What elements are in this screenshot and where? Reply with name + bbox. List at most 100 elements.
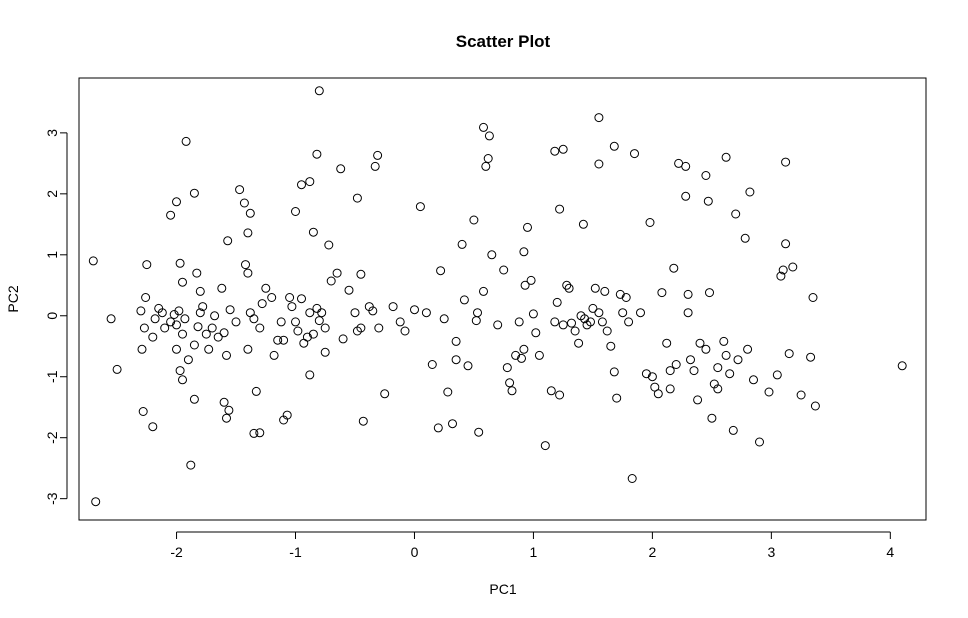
y-axis: -3 -2 -1 0 1 2 3 xyxy=(44,129,68,505)
data-point xyxy=(192,268,202,278)
data-point xyxy=(653,389,663,399)
data-point xyxy=(531,328,541,338)
data-point xyxy=(88,256,98,266)
data-point xyxy=(609,141,619,151)
y-tick-label: 3 xyxy=(44,129,60,137)
data-point xyxy=(743,344,753,354)
data-point xyxy=(198,302,208,312)
data-point xyxy=(897,361,907,371)
data-point xyxy=(778,265,788,275)
data-point xyxy=(448,419,457,429)
data-point xyxy=(479,122,488,132)
x-tick-label: 4 xyxy=(886,544,894,560)
data-point xyxy=(136,306,146,316)
data-point xyxy=(552,297,562,307)
y-tick-label: -2 xyxy=(44,431,60,444)
data-point xyxy=(189,340,199,350)
data-point xyxy=(148,422,158,432)
data-point xyxy=(740,233,750,243)
data-point xyxy=(701,171,711,180)
data-point xyxy=(693,395,703,405)
data-point xyxy=(137,344,147,354)
chart-title: Scatter Plot xyxy=(456,32,551,51)
data-point xyxy=(669,263,679,273)
data-point xyxy=(564,283,574,293)
data-point xyxy=(204,344,214,354)
data-point xyxy=(373,150,383,160)
data-point xyxy=(326,276,336,286)
data-point xyxy=(570,326,580,336)
data-point xyxy=(615,289,625,299)
data-point xyxy=(267,293,277,302)
data-point xyxy=(594,113,604,123)
data-point xyxy=(138,407,148,416)
data-point xyxy=(721,152,731,162)
data-point xyxy=(806,352,816,362)
data-point xyxy=(484,131,494,141)
data-point xyxy=(224,405,234,415)
data-point xyxy=(183,355,193,365)
data-point xyxy=(148,332,158,342)
data-point xyxy=(352,193,362,203)
data-point xyxy=(312,149,322,159)
data-point xyxy=(502,363,512,373)
data-point xyxy=(713,384,723,394)
data-point xyxy=(231,317,241,327)
data-point xyxy=(291,317,300,327)
data-point xyxy=(511,350,521,360)
data-point xyxy=(415,202,425,212)
data-point xyxy=(299,338,309,348)
data-point xyxy=(395,317,405,327)
data-point xyxy=(550,146,560,156)
x-tick-label: 2 xyxy=(648,544,656,560)
data-point xyxy=(189,188,199,198)
data-point xyxy=(157,308,167,318)
data-point xyxy=(314,86,324,96)
y-tick-label: 1 xyxy=(44,251,60,259)
data-point xyxy=(594,159,604,169)
data-point xyxy=(519,344,529,354)
data-point xyxy=(388,302,398,312)
y-axis-label: PC2 xyxy=(5,285,21,312)
data-point xyxy=(243,344,253,354)
data-point xyxy=(764,387,774,397)
data-point xyxy=(683,289,693,299)
data-point xyxy=(719,336,729,346)
data-point xyxy=(689,366,699,376)
data-point xyxy=(243,268,253,278)
data-point xyxy=(665,366,675,376)
data-point xyxy=(588,303,598,313)
data-point xyxy=(517,353,526,363)
data-point xyxy=(332,268,342,278)
data-point xyxy=(213,332,223,342)
data-point xyxy=(555,204,565,214)
data-point xyxy=(810,401,820,411)
data-point xyxy=(555,390,565,400)
data-point xyxy=(150,314,160,324)
data-point xyxy=(721,350,731,360)
data-point xyxy=(781,239,791,249)
data-point xyxy=(172,344,181,354)
data-point xyxy=(505,378,515,388)
data-point xyxy=(520,280,530,290)
x-tick-label: -1 xyxy=(289,544,302,560)
data-point xyxy=(586,317,595,327)
data-point xyxy=(245,208,255,218)
data-point xyxy=(142,260,152,270)
data-point xyxy=(421,308,431,318)
data-point xyxy=(451,355,461,365)
data-point xyxy=(567,318,576,328)
data-point xyxy=(106,314,116,324)
data-point xyxy=(356,269,366,279)
data-point xyxy=(443,387,453,397)
data-point xyxy=(590,283,600,293)
data-point xyxy=(219,328,229,338)
data-point xyxy=(707,413,717,423)
data-point xyxy=(499,265,509,275)
data-point xyxy=(324,240,334,250)
data-point xyxy=(550,317,560,327)
data-point xyxy=(701,344,711,354)
data-point xyxy=(776,271,786,281)
data-point xyxy=(217,283,227,293)
data-point xyxy=(473,308,482,318)
